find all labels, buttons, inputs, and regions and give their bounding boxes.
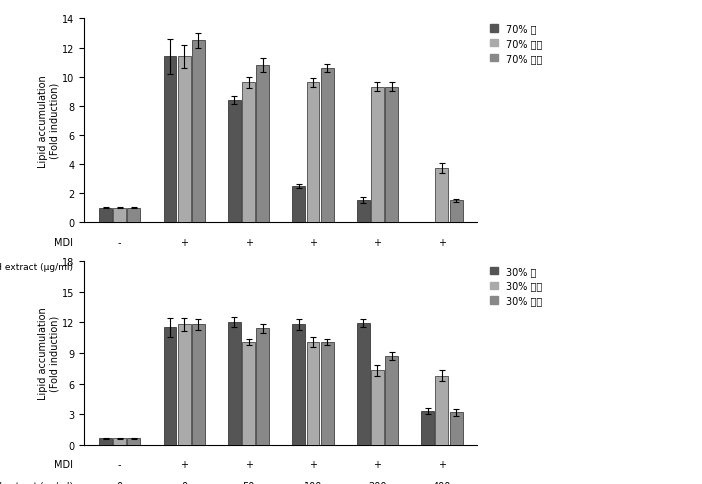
Legend: 70% 잎, 70% 줄기, 70% 들리: 70% 잎, 70% 줄기, 70% 들리 xyxy=(490,24,542,64)
Text: MDI: MDI xyxy=(54,459,73,469)
Bar xyxy=(435,376,449,445)
Bar xyxy=(371,371,384,445)
Text: -: - xyxy=(118,238,121,248)
Bar xyxy=(293,186,305,223)
Text: 100: 100 xyxy=(304,262,322,272)
Text: 0: 0 xyxy=(181,262,187,272)
Bar xyxy=(192,41,205,223)
Text: +: + xyxy=(373,238,381,248)
Text: 200: 200 xyxy=(369,481,387,484)
Bar xyxy=(421,411,434,445)
Bar xyxy=(192,325,205,445)
Text: 400: 400 xyxy=(432,481,451,484)
Text: 50: 50 xyxy=(242,481,255,484)
Bar xyxy=(450,412,463,445)
Bar xyxy=(450,201,463,223)
Bar xyxy=(371,88,384,223)
Text: 100: 100 xyxy=(304,481,322,484)
Text: 50: 50 xyxy=(242,262,255,272)
Bar xyxy=(435,169,449,223)
Bar xyxy=(128,438,140,445)
Text: +: + xyxy=(309,238,317,248)
Bar xyxy=(228,323,241,445)
Y-axis label: Lipid accumulation
(Fold induction): Lipid accumulation (Fold induction) xyxy=(38,307,60,400)
Text: 0: 0 xyxy=(181,481,187,484)
Bar xyxy=(128,208,140,223)
Legend: 30% 잎, 30% 줄기, 30% 들리: 30% 잎, 30% 줄기, 30% 들리 xyxy=(490,266,542,306)
Text: 400: 400 xyxy=(432,262,451,272)
Bar xyxy=(357,201,370,223)
Bar xyxy=(242,342,255,445)
Bar xyxy=(307,342,319,445)
Bar xyxy=(228,101,241,223)
Bar xyxy=(178,57,190,223)
Text: +: + xyxy=(244,238,253,248)
Bar xyxy=(357,324,370,445)
Text: 30% EtOH extract (μg/ml): 30% EtOH extract (μg/ml) xyxy=(0,481,73,484)
Text: 70% EtOH extract (μg/ml): 70% EtOH extract (μg/ml) xyxy=(0,263,73,272)
Text: +: + xyxy=(438,238,446,248)
Text: 200: 200 xyxy=(369,262,387,272)
Text: +: + xyxy=(438,459,446,469)
Bar xyxy=(242,83,255,223)
Bar xyxy=(321,342,333,445)
Bar xyxy=(99,438,112,445)
Bar xyxy=(293,325,305,445)
Bar xyxy=(113,208,126,223)
Bar xyxy=(113,438,126,445)
Y-axis label: Lipid accumulation
(Fold induction): Lipid accumulation (Fold induction) xyxy=(38,75,60,167)
Text: +: + xyxy=(244,459,253,469)
Bar xyxy=(307,83,319,223)
Text: +: + xyxy=(309,459,317,469)
Bar xyxy=(164,57,176,223)
Bar xyxy=(256,66,269,223)
Bar xyxy=(256,329,269,445)
Text: 0: 0 xyxy=(117,262,123,272)
Bar xyxy=(321,69,333,223)
Text: +: + xyxy=(180,238,188,248)
Bar xyxy=(164,328,176,445)
Text: +: + xyxy=(373,459,381,469)
Bar xyxy=(99,208,112,223)
Text: 0: 0 xyxy=(117,481,123,484)
Bar xyxy=(385,356,398,445)
Bar xyxy=(178,325,190,445)
Text: +: + xyxy=(180,459,188,469)
Bar xyxy=(385,88,398,223)
Text: MDI: MDI xyxy=(54,238,73,248)
Text: -: - xyxy=(118,459,121,469)
